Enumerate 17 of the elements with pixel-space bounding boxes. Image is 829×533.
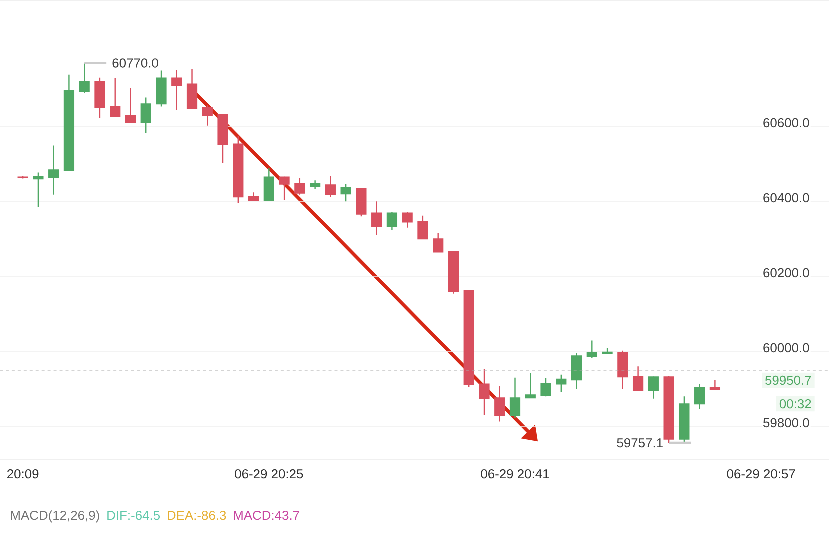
annotation: 59757.1 [617,438,663,448]
text: DEA:-86.3 [168,510,226,520]
y-tick-label: 60400.0 [764,193,810,203]
y-tick-label: 59800.0 [764,418,810,428]
y-tick-label: 60200.0 [764,268,810,278]
x-tick-label: 20:09 [8,470,39,479]
text: 00:32 [780,399,812,409]
text: MACD:43.7 [234,510,300,520]
x-tick-label: 06-29 20:57 [727,470,796,479]
annotation: 60770.0 [112,58,158,68]
text: MACD(12,26,9) [11,510,100,523]
ref-line-label: 59950.7 [766,376,812,386]
y-tick-label: 60000.0 [764,343,810,353]
x-tick-label: 06-29 20:25 [235,470,304,479]
y-tick-label: 60600.0 [764,118,810,128]
text: DIF:-64.5 [108,510,160,520]
x-tick-label: 06-29 20:41 [481,470,550,479]
